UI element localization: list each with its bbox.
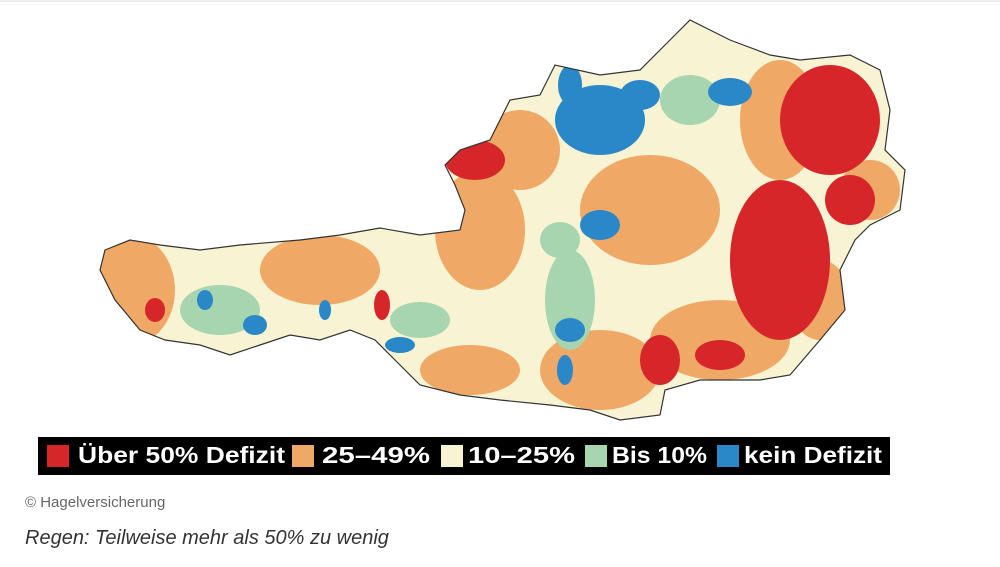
caption: Regen: Teilweise mehr als 50% zu wenig (25, 527, 389, 549)
legend-label: Bis 10% (612, 442, 707, 468)
legend-swatch (441, 445, 463, 467)
legend-swatch (292, 445, 314, 467)
region-kein-defizit (197, 65, 752, 385)
legend-label: kein Defizit (744, 442, 882, 468)
legend-bar (38, 437, 890, 475)
austria-map (100, 20, 905, 420)
legend-swatch (47, 445, 69, 467)
legend: Über 50% Defizit 25–49% 10–25% Bis 10% kein … (47, 442, 882, 468)
legend-swatch (585, 445, 607, 467)
legend-swatch (717, 445, 739, 467)
legend-label: Über 50% Defizit (78, 442, 285, 468)
legend-label: 25–49% (322, 442, 430, 468)
legend-label: 10–25% (468, 442, 575, 468)
credit: © Hagelversicherung (25, 494, 166, 511)
